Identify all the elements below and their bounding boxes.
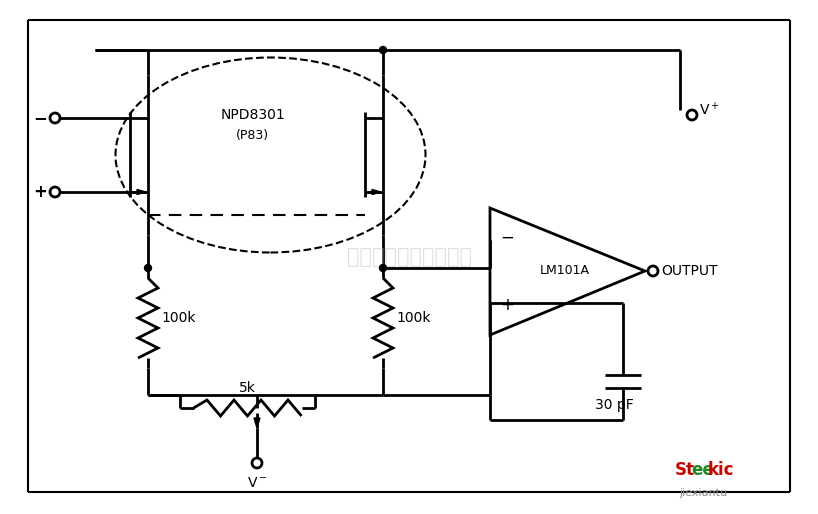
Text: +: + — [500, 296, 514, 314]
Text: kic: kic — [708, 461, 734, 480]
Text: +: + — [33, 183, 47, 201]
Text: −: − — [500, 229, 514, 247]
Text: jiexiantu: jiexiantu — [679, 488, 727, 499]
Circle shape — [380, 46, 386, 53]
Text: V$^-$: V$^-$ — [247, 476, 267, 490]
Circle shape — [145, 265, 151, 271]
Polygon shape — [254, 418, 260, 428]
Text: −: − — [33, 109, 47, 127]
Text: ee: ee — [691, 461, 714, 480]
Text: St: St — [675, 461, 694, 480]
Text: 100k: 100k — [161, 311, 196, 325]
Text: 5k: 5k — [239, 381, 255, 395]
Circle shape — [380, 265, 386, 271]
Text: 杭州将睿科技有限公司: 杭州将睿科技有限公司 — [347, 247, 471, 267]
Polygon shape — [372, 190, 381, 194]
Text: LM101A: LM101A — [540, 265, 590, 278]
Text: V$^+$: V$^+$ — [699, 101, 720, 119]
Polygon shape — [137, 190, 146, 194]
Text: NPD8301: NPD8301 — [221, 108, 285, 122]
Text: OUTPUT: OUTPUT — [661, 264, 717, 278]
Text: (P83): (P83) — [236, 128, 268, 141]
Text: 30 pF: 30 pF — [595, 398, 634, 412]
Text: 100k: 100k — [396, 311, 430, 325]
